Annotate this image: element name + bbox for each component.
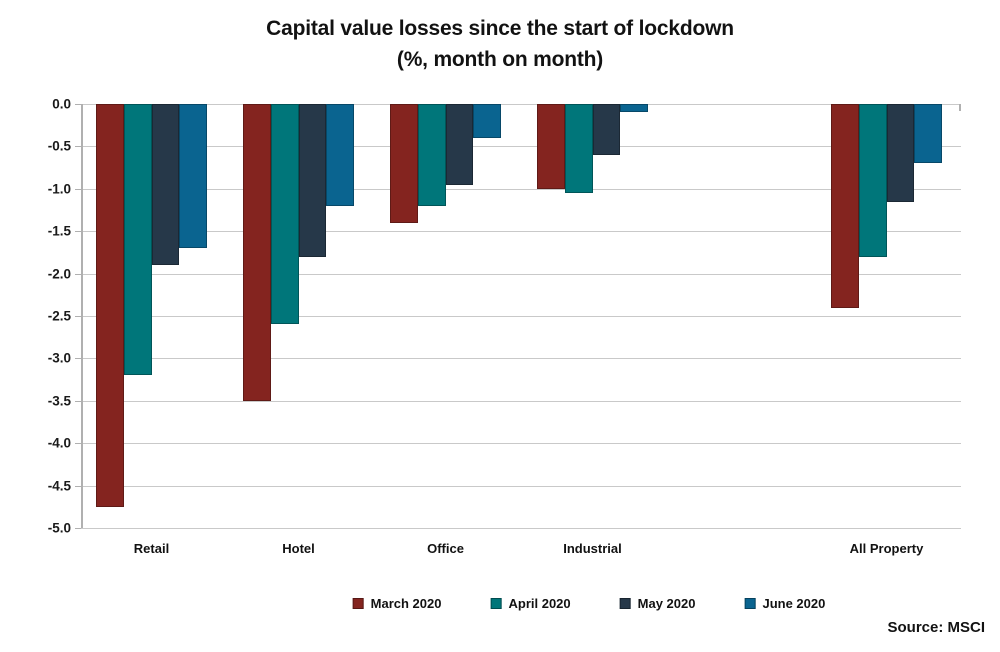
y-axis-line (81, 104, 83, 528)
y-axis-tick-label: -4.0 (47, 435, 71, 451)
page-title: Capital value losses since the start of … (266, 17, 734, 40)
y-axis-tick (75, 104, 81, 105)
bar (326, 104, 354, 206)
y-axis-tick-label: -4.5 (47, 478, 71, 494)
y-axis-tick-label: -0.5 (47, 138, 71, 154)
bar (151, 104, 180, 266)
y-axis-tick-label: -3.0 (47, 350, 71, 366)
y-axis-tick-label: -5.0 (47, 520, 71, 536)
legend-swatch-icon (744, 598, 756, 609)
bar (831, 104, 859, 308)
source-label: Source: MSCI (887, 619, 985, 636)
gridline (81, 273, 961, 275)
gridline (81, 485, 961, 487)
y-axis-tick-label: -3.5 (47, 393, 71, 409)
legend-label: April 2020 (508, 596, 571, 611)
gridline (81, 146, 961, 148)
bar (390, 104, 418, 223)
bar (243, 104, 271, 401)
plot-area: 0.0 -0.5 -1.0 -1.5 -2.0 -2.5 -3.0 -3.5 -4.0 -4.5 -… (48, 97, 961, 556)
x-axis-category-label: Hotel (282, 541, 315, 556)
bar (417, 104, 446, 206)
bar (445, 104, 474, 185)
bar (620, 104, 648, 113)
bar (270, 104, 299, 325)
y-axis-tick-label: -1.0 (47, 181, 71, 197)
legend-swatch-icon (619, 598, 631, 609)
y-axis-tick (75, 231, 81, 233)
y-axis-tick (75, 358, 81, 360)
chart-subtitle: (%, month on month) (396, 48, 604, 71)
legend-label: June 2020 (762, 596, 826, 611)
legend-item: May 2020 (619, 596, 696, 611)
y-axis-tick-label: 0.0 (52, 96, 71, 112)
chart-title-block: Capital value losses since the start of … (0, 13, 1000, 75)
y-axis-tick (75, 443, 81, 445)
x-axis-category-label: Office (427, 541, 464, 556)
gridline (81, 316, 961, 317)
legend-item: April 2020 (490, 596, 571, 611)
gridline (81, 231, 961, 233)
bar (123, 104, 152, 376)
y-axis-tick-label: -2.5 (47, 308, 71, 324)
bar (298, 104, 327, 257)
y-axis-tick (75, 273, 81, 275)
x-axis-category-label: Industrial (563, 541, 622, 556)
gridline (81, 528, 961, 529)
bar (96, 104, 124, 507)
bar (179, 104, 207, 249)
bar (564, 104, 593, 194)
y-axis-tick (75, 188, 81, 190)
x-axis-category-label: All Property (849, 541, 924, 556)
legend-item: March 2020 (352, 596, 442, 611)
gridline (81, 104, 961, 105)
legend-swatch-icon (490, 598, 502, 609)
y-axis-tick (75, 528, 81, 529)
legend-item: June 2020 (744, 596, 825, 611)
gridline (81, 400, 961, 402)
legend-label: May 2020 (637, 596, 696, 611)
bar (914, 104, 942, 164)
x-axis-category-label: Retail (133, 541, 170, 556)
x-axis-end-tick (959, 104, 961, 111)
legend-label: March 2020 (370, 596, 442, 611)
y-axis-tick (75, 316, 81, 317)
y-axis-tick-label: -2.0 (47, 266, 71, 282)
bar (886, 104, 915, 202)
bar (537, 104, 565, 189)
y-axis-tick (75, 400, 81, 402)
bar (592, 104, 621, 155)
bar (858, 104, 887, 257)
bar (473, 104, 501, 138)
legend: March 2020 April 2020 May 2020 June 2020 (352, 596, 825, 611)
gridline (81, 443, 961, 445)
y-axis-tick (75, 485, 81, 487)
y-axis-tick (75, 146, 81, 148)
gridline (81, 188, 961, 190)
gridline (81, 358, 961, 360)
legend-swatch-icon (352, 598, 364, 609)
y-axis-tick-label: -1.5 (47, 223, 71, 239)
